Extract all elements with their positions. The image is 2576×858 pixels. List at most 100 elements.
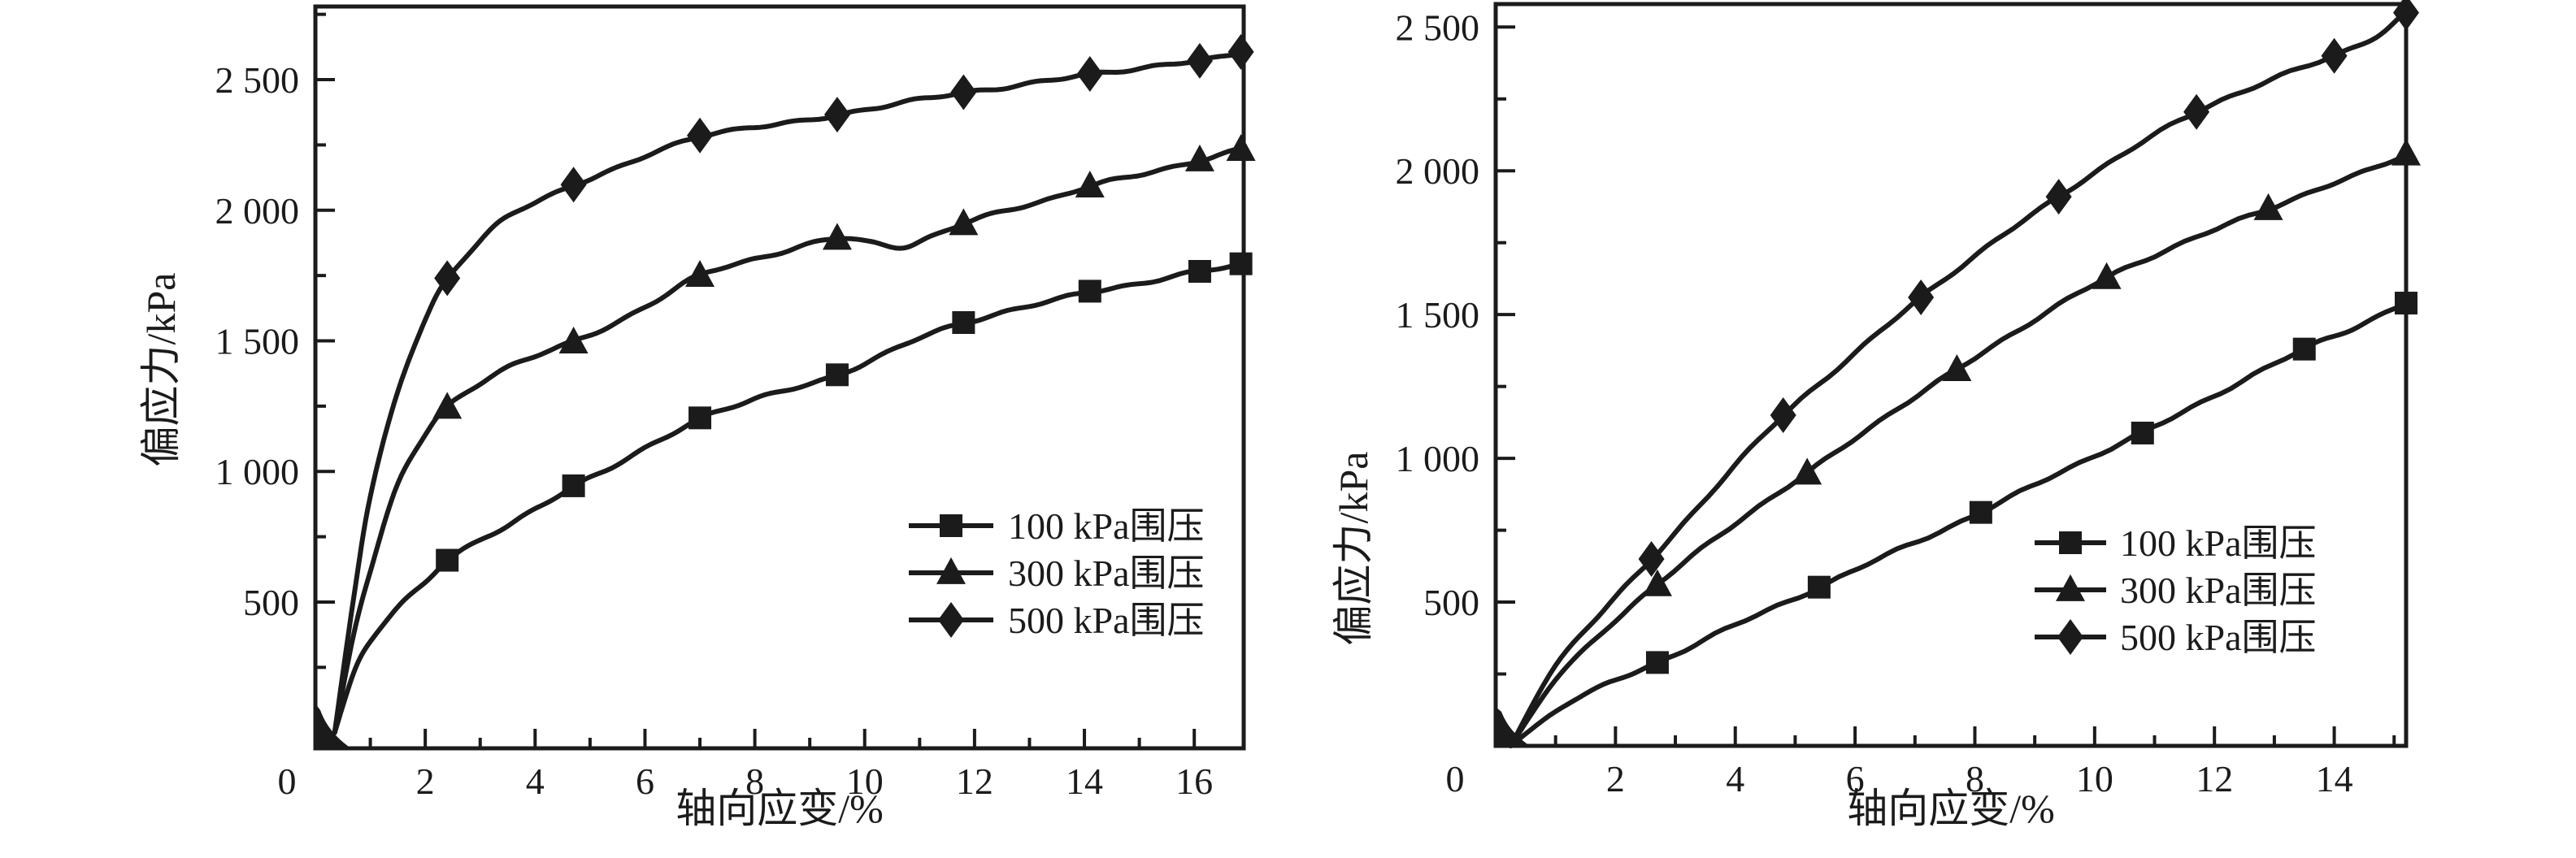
y-tick-label: 2 000 [215, 190, 300, 232]
y-tick-label: 2 500 [1396, 6, 1480, 48]
marker-square [1807, 575, 1831, 599]
marker-triangle [685, 259, 715, 287]
x-tick-label: 10 [846, 760, 884, 802]
y-tick-label: 1 500 [215, 320, 300, 362]
y-tick-label: 2 000 [1396, 150, 1480, 192]
marker-diamond [2045, 179, 2072, 215]
left-plot-generated: 0 2 4 6 8 10 12 14 16 500 1 000 1 500 2 000 2 500 100 … [215, 4, 1256, 802]
y-tick-label: 500 [243, 582, 299, 623]
x-tick-label: 8 [1966, 758, 1984, 800]
marker-diamond [938, 602, 964, 638]
legend-item-s500: 500 kPa围压 [2035, 617, 2317, 658]
marker-triangle [432, 392, 463, 419]
marker-diamond [823, 97, 850, 133]
legend-label-s500: 500 kPa围压 [1008, 600, 1205, 641]
series-line-s500 [1508, 9, 2409, 748]
x-tick-label: 6 [1846, 758, 1865, 800]
origin-blob [315, 704, 351, 748]
legend-right: 100 kPa围压 300 kPa围压 500 kPa围压 [2035, 522, 2317, 658]
marker-square [2292, 337, 2316, 361]
series-line-s100 [332, 261, 1244, 735]
marker-square [1229, 252, 1253, 275]
legend-item-s100: 100 kPa围压 [909, 505, 1205, 547]
marker-triangle [936, 557, 966, 584]
plot-frame-right [1493, 2, 2409, 748]
marker-triangle [2391, 138, 2421, 166]
plot-frame-left [313, 4, 1246, 751]
legend-left: 100 kPa围压 300 kPa围压 500 kPa围压 [909, 505, 1205, 641]
x-tick-label: 16 [1175, 760, 1213, 802]
series-line-s300 [332, 145, 1244, 735]
left-x-axis-title: 轴向应变/% [675, 786, 884, 831]
marker-diamond [2057, 619, 2083, 655]
y-tick-label: 500 [1423, 582, 1479, 623]
legend-item-s100: 100 kPa围压 [2035, 522, 2317, 564]
origin-blob [1496, 707, 1530, 746]
marker-square [1078, 280, 1101, 303]
marker-square [1645, 651, 1669, 674]
marker-triangle [2092, 262, 2122, 289]
marker-square [2059, 531, 2082, 554]
marker-diamond [1638, 540, 1665, 577]
marker-diamond [2321, 37, 2348, 74]
marker-square [952, 310, 975, 334]
x-tick-label: 8 [745, 760, 764, 802]
legend-item-s300: 300 kPa围压 [909, 552, 1205, 594]
marker-diamond [1770, 397, 1796, 434]
y-tick-label: 2 500 [215, 59, 300, 101]
legend-label-s300: 300 kPa围压 [2120, 570, 2317, 611]
marker-diamond [560, 167, 587, 203]
legend-label-s100: 100 kPa围压 [2120, 522, 2317, 564]
y-tick-label: 1 000 [215, 451, 300, 492]
marker-triangle [1226, 134, 1256, 162]
y-tick-label: 1 000 [1396, 438, 1480, 479]
x-tick-label: 2 [416, 760, 435, 802]
x-tick-label: 2 [1606, 758, 1625, 800]
marker-triangle [1942, 353, 1972, 381]
marker-square [2395, 292, 2417, 315]
marker-square [1188, 259, 1211, 283]
right-chart: 0 2 4 6 8 10 12 14 500 1 000 1 500 2 000 2 500 100 kP… [1331, 0, 2421, 831]
marker-triangle [1075, 171, 1105, 198]
marker-diamond [1186, 42, 1213, 79]
marker-triangle [2056, 574, 2085, 601]
marker-square [436, 548, 459, 572]
marker-diamond [687, 117, 714, 154]
right-x-axis-title: 轴向应变/% [1847, 786, 2055, 831]
x-tick-label: 12 [956, 760, 993, 802]
x-tick-label: 14 [2316, 758, 2353, 800]
legend-label-s100: 100 kPa围压 [1008, 505, 1205, 547]
marker-diamond [1076, 55, 1103, 92]
marker-diamond [434, 260, 461, 297]
legend-item-s500: 500 kPa围压 [909, 600, 1205, 641]
marker-triangle [2253, 193, 2283, 220]
marker-diamond [950, 74, 977, 110]
right-y-axis-title: 偏应力/kPa [1331, 452, 1376, 646]
marker-diamond [2393, 0, 2419, 31]
marker-diamond [2183, 93, 2210, 130]
left-y-axis-title: 偏应力/kPa [138, 273, 184, 467]
marker-triangle [1642, 569, 1672, 596]
marker-diamond [1908, 279, 1935, 315]
legend-label-s300: 300 kPa围压 [1008, 552, 1205, 594]
marker-triangle [1184, 144, 1214, 171]
marker-square [940, 514, 962, 537]
x-tick-label: 4 [1726, 758, 1744, 800]
marker-square [2131, 421, 2154, 444]
marker-square [1969, 500, 1992, 524]
marker-square [689, 406, 712, 430]
marker-triangle [558, 326, 589, 353]
x-tick-label: 4 [526, 760, 545, 802]
marker-square [825, 363, 849, 387]
left-chart: 0 2 4 6 8 10 12 14 16 500 1 000 1 500 2 000 2 500 100 … [138, 4, 1256, 831]
x-tick-label: 0 [1446, 758, 1465, 800]
marker-diamond [1227, 33, 1254, 70]
marker-triangle [822, 223, 852, 250]
right-plot-generated: 0 2 4 6 8 10 12 14 500 1 000 1 500 2 000 2 500 100 kP… [1396, 0, 2421, 800]
x-tick-label: 12 [2196, 758, 2233, 800]
x-tick-label: 6 [636, 760, 654, 802]
x-tick-label: 14 [1066, 760, 1103, 802]
legend-label-s500: 500 kPa围压 [2120, 617, 2317, 658]
marker-triangle [949, 208, 979, 236]
